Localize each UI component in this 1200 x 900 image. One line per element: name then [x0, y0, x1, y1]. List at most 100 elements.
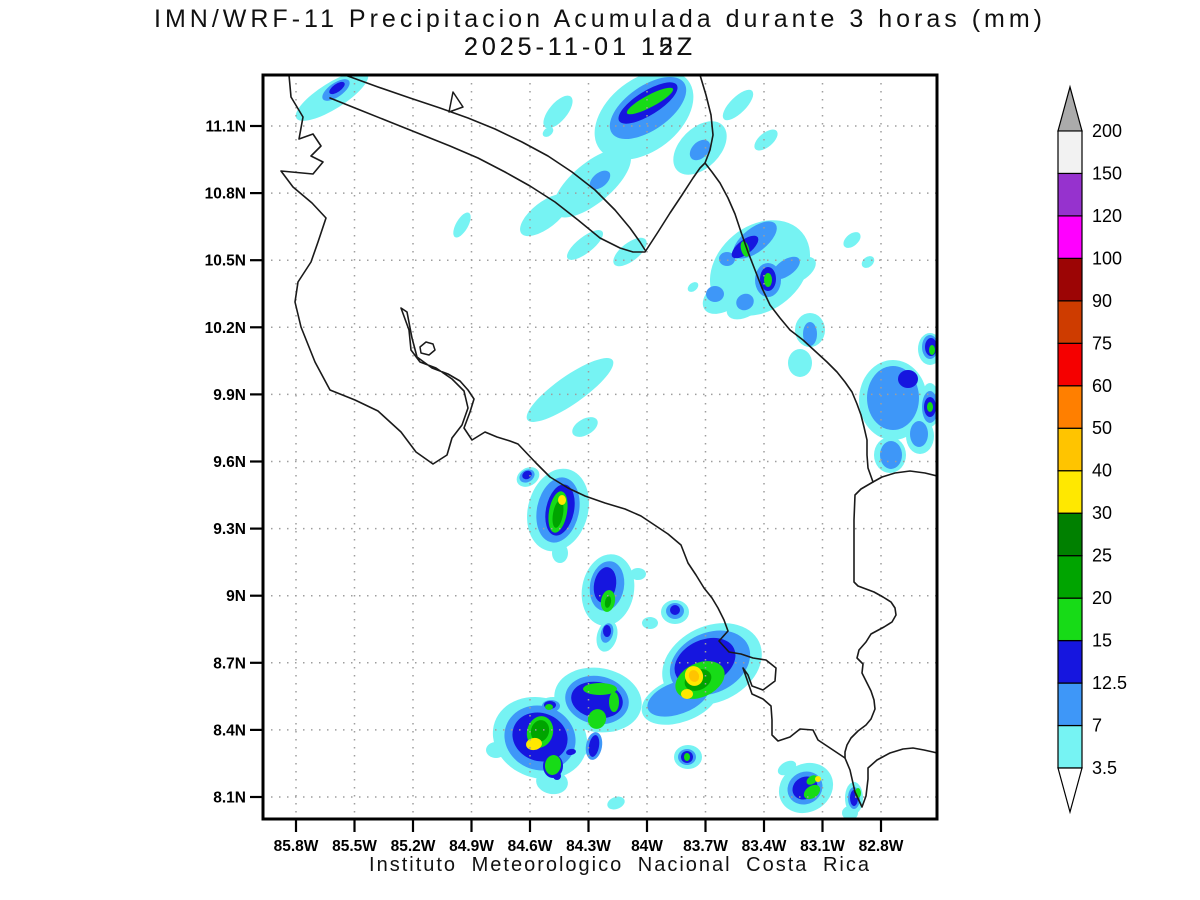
precip-cell-3.5-7: [566, 230, 604, 260]
coastline-path: [329, 97, 937, 483]
plot-datetime-15z: 2025-11-01 15Z: [463, 33, 697, 61]
precip-cell-3.5-7: [788, 349, 812, 377]
colorbar-arrow-bottom: [1057, 767, 1083, 815]
colorbar-tick-label: 150: [1092, 163, 1122, 183]
colorbar-arrow-top: [1057, 84, 1083, 132]
lon-tick-label: 84.3W: [566, 838, 611, 855]
precip-cell-3.5-7: [542, 127, 554, 137]
colorbar-tick-label: 7: [1092, 716, 1102, 736]
colorbar-segment: [1057, 724, 1083, 769]
colorbar-segment: [1057, 597, 1083, 642]
colorbar-segment: [1057, 427, 1083, 472]
colorbar-tick-label: 30: [1092, 503, 1112, 523]
lon-tick-label: 85.2W: [391, 838, 436, 855]
precip-cell-15-20: [583, 683, 617, 695]
precip-cell-12.5-15: [329, 81, 345, 95]
precip-cell-7-12.5: [880, 441, 902, 469]
precip-cell-3.5-7: [630, 568, 646, 580]
lat-tick-label: 9.9N: [213, 387, 246, 404]
colorbar-segment: [1057, 639, 1083, 684]
precip-cell-15-20: [609, 692, 619, 712]
colorbar-tick-label: 75: [1092, 333, 1112, 353]
colorbar-segment: [1057, 342, 1083, 387]
axis-layer: 11.1N 10.8N 10.5N 10.2N 9.9N 9.6N 9.3N 9N 8.7N 8.…: [205, 119, 904, 856]
colorbar-tick-label: 15: [1092, 631, 1112, 651]
precip-cell-15-20: [929, 345, 935, 355]
colorbar-segment: [1057, 215, 1083, 259]
lon-tick-label: 83.7W: [683, 838, 728, 855]
precip-cell-30-40: [681, 689, 693, 699]
colorbar-segment: [1057, 555, 1083, 599]
precip-cell-20-25: [552, 500, 564, 528]
precip-cell-7-12.5: [706, 286, 724, 302]
precip-cell-15-20: [545, 704, 553, 710]
colorbar-segment: [1057, 470, 1083, 514]
grid-layer: [263, 75, 937, 819]
precip-cell-30-40: [815, 776, 821, 782]
precip-cell-3.5-7: [486, 742, 506, 758]
precip-cell-3.5-7: [687, 282, 699, 292]
precip-cell-15-20: [587, 709, 607, 729]
precip-cell-40-50: [688, 670, 700, 682]
map-frame-layer: [261, 73, 939, 821]
precip-cell-3.5-7: [613, 237, 647, 267]
precip-cell-12.5-15: [603, 625, 611, 637]
colorbar-tick-label: 200: [1092, 121, 1122, 141]
precip-cell-3.5-7: [722, 89, 754, 121]
precip-cell-20-25: [530, 720, 550, 742]
plot-datetime-12z: 2025-11-01 12Z: [463, 33, 697, 61]
lat-tick-label: 9.6N: [213, 454, 246, 471]
precip-cell-12.5-15: [522, 470, 532, 480]
precip-cell-3.5-7: [607, 796, 625, 810]
colorbar-tick-label: 25: [1092, 546, 1112, 566]
colorbar-segment: [1057, 385, 1083, 429]
lon-tick-label: 83.4W: [742, 838, 787, 855]
coastline-path: [699, 75, 714, 164]
colorbar-tick-label: 40: [1092, 461, 1112, 481]
precip-cell-15-20: [544, 755, 562, 775]
lat-tick-label: 9N: [226, 588, 246, 605]
coastline-path: [344, 75, 646, 251]
lat-tick-label: 11.1N: [205, 119, 246, 136]
precip-cell-7-12.5: [803, 322, 817, 346]
precip-cell-3.5-7: [543, 95, 573, 129]
colorbar-tick-label: 60: [1092, 376, 1112, 396]
lat-tick-label: 9.3N: [213, 521, 246, 538]
precip-cell-12.5-15: [588, 735, 600, 757]
coastline-path: [280, 75, 937, 808]
precip-cell-7-12.5: [719, 252, 735, 266]
precip-cell-7-12.5: [910, 421, 928, 447]
colorbar-segment: [1057, 300, 1083, 344]
colorbar-segment: [1057, 512, 1083, 557]
precip-cell-3.5-7: [572, 417, 598, 437]
colorbar-tick-label: 90: [1092, 291, 1112, 311]
precip-cell-7-12.5: [589, 170, 611, 190]
lon-tick-label: 85.5W: [332, 838, 377, 855]
precip-cell-3.5-7: [843, 232, 861, 248]
precip-cell-15-20: [806, 775, 818, 785]
precip-cell-3.5-7: [777, 760, 797, 776]
precip-cell-3.5-7: [842, 806, 858, 819]
precip-cell-15-20: [740, 241, 750, 257]
precip-cell-12.5-15: [898, 370, 918, 388]
colorbar-segment: [1057, 130, 1083, 175]
colorbar-segment: [1057, 172, 1083, 217]
island-outline: [448, 91, 464, 113]
precip-cell-12.5-15: [566, 748, 576, 756]
footer-credit: Instituto Meteorologico Nacional Costa R…: [369, 854, 871, 876]
lat-tick-label: 10.5N: [205, 253, 246, 270]
precip-cell-3.5-7: [861, 256, 875, 268]
lon-tick-label: 83.1W: [800, 838, 845, 855]
precip-cell-3.5-7: [453, 212, 471, 238]
lat-tick-label: 10.8N: [205, 186, 246, 203]
precip-cell-30-40: [558, 495, 566, 505]
precip-cell-7-12.5: [736, 293, 754, 311]
precip-cell-15-20: [684, 753, 690, 761]
precip-cell-3.5-7: [784, 256, 816, 284]
colorbar-tick-label: 3.5: [1092, 758, 1117, 778]
coastline-path: [844, 481, 897, 759]
colorbar-tick-label: 100: [1092, 248, 1122, 268]
precip-cell-7-12.5: [772, 256, 800, 280]
colorbar-tick-label: 120: [1092, 206, 1122, 226]
